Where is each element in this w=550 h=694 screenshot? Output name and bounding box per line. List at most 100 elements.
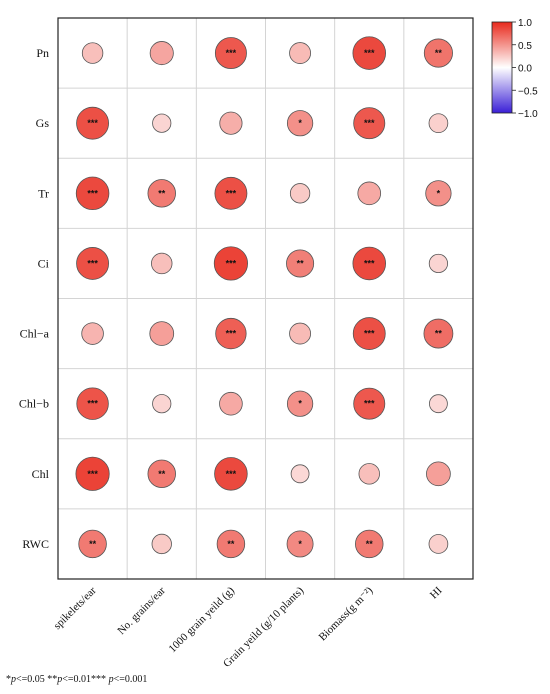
colorbar-tick-label: −1.0 (518, 109, 538, 120)
colorbar-tick-label: 0.5 (518, 41, 532, 52)
significance-stars: *** (364, 48, 375, 58)
correlation-circle (81, 42, 104, 64)
significance-stars: *** (87, 188, 98, 198)
correlation-circle (290, 464, 310, 484)
correlation-circle (216, 529, 246, 559)
correlation-circle (289, 183, 311, 204)
colorbar-tick-label: −0.5 (518, 86, 538, 97)
row-label: Gs (36, 116, 50, 130)
significance-stars: * (437, 188, 441, 198)
row-label: RWC (22, 537, 49, 551)
correlation-circle (213, 246, 248, 281)
correlation-circle (219, 111, 243, 135)
significance-stars: *** (87, 469, 98, 479)
row-labels: Pn Gs Tr Ci Chl−a Chl−b Chl RWC (19, 46, 50, 551)
column-label: 1000 grain yeild (g) (167, 584, 238, 655)
column-label: Biomass(g m⁻²) (317, 584, 376, 643)
correlation-circle (429, 394, 448, 414)
significance-stars: *** (226, 469, 237, 479)
row-label: Pn (36, 46, 49, 60)
significance-stars: *** (226, 48, 237, 58)
correlation-circle (352, 317, 386, 350)
significance-stars: *** (364, 329, 375, 339)
correlation-circle (215, 317, 247, 350)
plot-frame (57, 17, 474, 580)
significance-stars: ** (366, 539, 374, 549)
footnote-part: <=0.05 ** (16, 674, 58, 685)
correlation-circle (358, 463, 380, 485)
column-label: No. grains/ear (115, 584, 168, 637)
correlation-circle (286, 249, 315, 278)
correlation-circle (426, 461, 451, 487)
footnote-p: p (108, 674, 114, 685)
correlation-circle (152, 113, 172, 133)
correlation-circle (289, 322, 312, 345)
significance-stars: *** (364, 399, 375, 409)
significance-stars: ** (227, 539, 235, 549)
correlation-circle (214, 457, 248, 491)
significance-stars: ** (435, 329, 443, 339)
significance-stars: *** (226, 188, 237, 198)
colorbar-gradient (491, 21, 513, 114)
correlation-circle (352, 246, 386, 281)
significance-stars: * (298, 539, 302, 549)
correlation-circle (151, 252, 173, 275)
footnote-p: p (57, 674, 63, 685)
correlation-circle (76, 247, 110, 280)
correlation-circle (149, 321, 175, 346)
correlation-circle (423, 318, 454, 349)
row-label: Tr (38, 186, 49, 200)
footnote-p: p (11, 674, 16, 685)
column-label: Grain yeild (g/10 plants) (221, 584, 306, 669)
correlation-circle (76, 106, 110, 140)
colorbar-tick-label: 0.0 (518, 64, 532, 75)
footnote-part: <=0.001 (113, 674, 148, 685)
cells: *** *** ***** * ****** ** *** **** *** ** ****** **… (75, 36, 454, 559)
significance-stars: ** (435, 48, 443, 58)
correlation-circle (75, 176, 110, 211)
correlation-circle (78, 529, 107, 559)
correlation-circle (428, 534, 449, 554)
significance-stars: ** (89, 539, 97, 549)
correlation-circle (286, 390, 314, 417)
correlation-circle (75, 456, 110, 491)
significance-stars: ** (158, 188, 166, 198)
significance-stars: *** (87, 118, 98, 128)
correlation-circle (352, 36, 386, 70)
significance-stars: * (298, 118, 302, 128)
correlation-circle (425, 180, 452, 207)
correlation-circle (357, 181, 382, 206)
correlation-circle (428, 113, 449, 134)
correlation-circle (149, 41, 174, 66)
grid-lines (58, 18, 473, 579)
significance-stars: * (298, 399, 302, 409)
correlation-circle (147, 459, 176, 489)
footnote-part: <=0.01*** (62, 674, 109, 685)
significance-stars: *** (364, 118, 375, 128)
colorbar: 1.0 0.5 0.0 −0.5 −1.0 (491, 18, 538, 120)
column-label: spikelets/ear (51, 584, 99, 632)
row-label: Chl−a (20, 327, 50, 341)
correlation-circle (423, 38, 453, 68)
row-label: Chl−b (19, 397, 49, 411)
correlation-circle (214, 37, 247, 70)
significance-stars: ** (297, 258, 305, 268)
significance-stars: *** (226, 329, 237, 339)
correlation-circle (353, 387, 386, 420)
correlation-circle (151, 533, 172, 555)
significance-stars: *** (364, 258, 375, 268)
footnote-part: * (6, 674, 11, 685)
row-label: Ci (38, 256, 50, 270)
significance-stars: *** (87, 258, 98, 268)
correlation-circle (289, 42, 312, 64)
row-label: Chl (32, 467, 50, 481)
correlation-circle (286, 530, 314, 558)
significance-stars: *** (226, 258, 237, 268)
correlation-circle (76, 387, 109, 420)
column-label: HI (428, 584, 445, 601)
correlation-circle (214, 176, 248, 210)
correlation-circle (152, 394, 172, 414)
significance-footnote: *p<=0.05 **p<=0.01*** p<=0.001 (6, 674, 147, 685)
significance-stars: ** (158, 469, 166, 479)
